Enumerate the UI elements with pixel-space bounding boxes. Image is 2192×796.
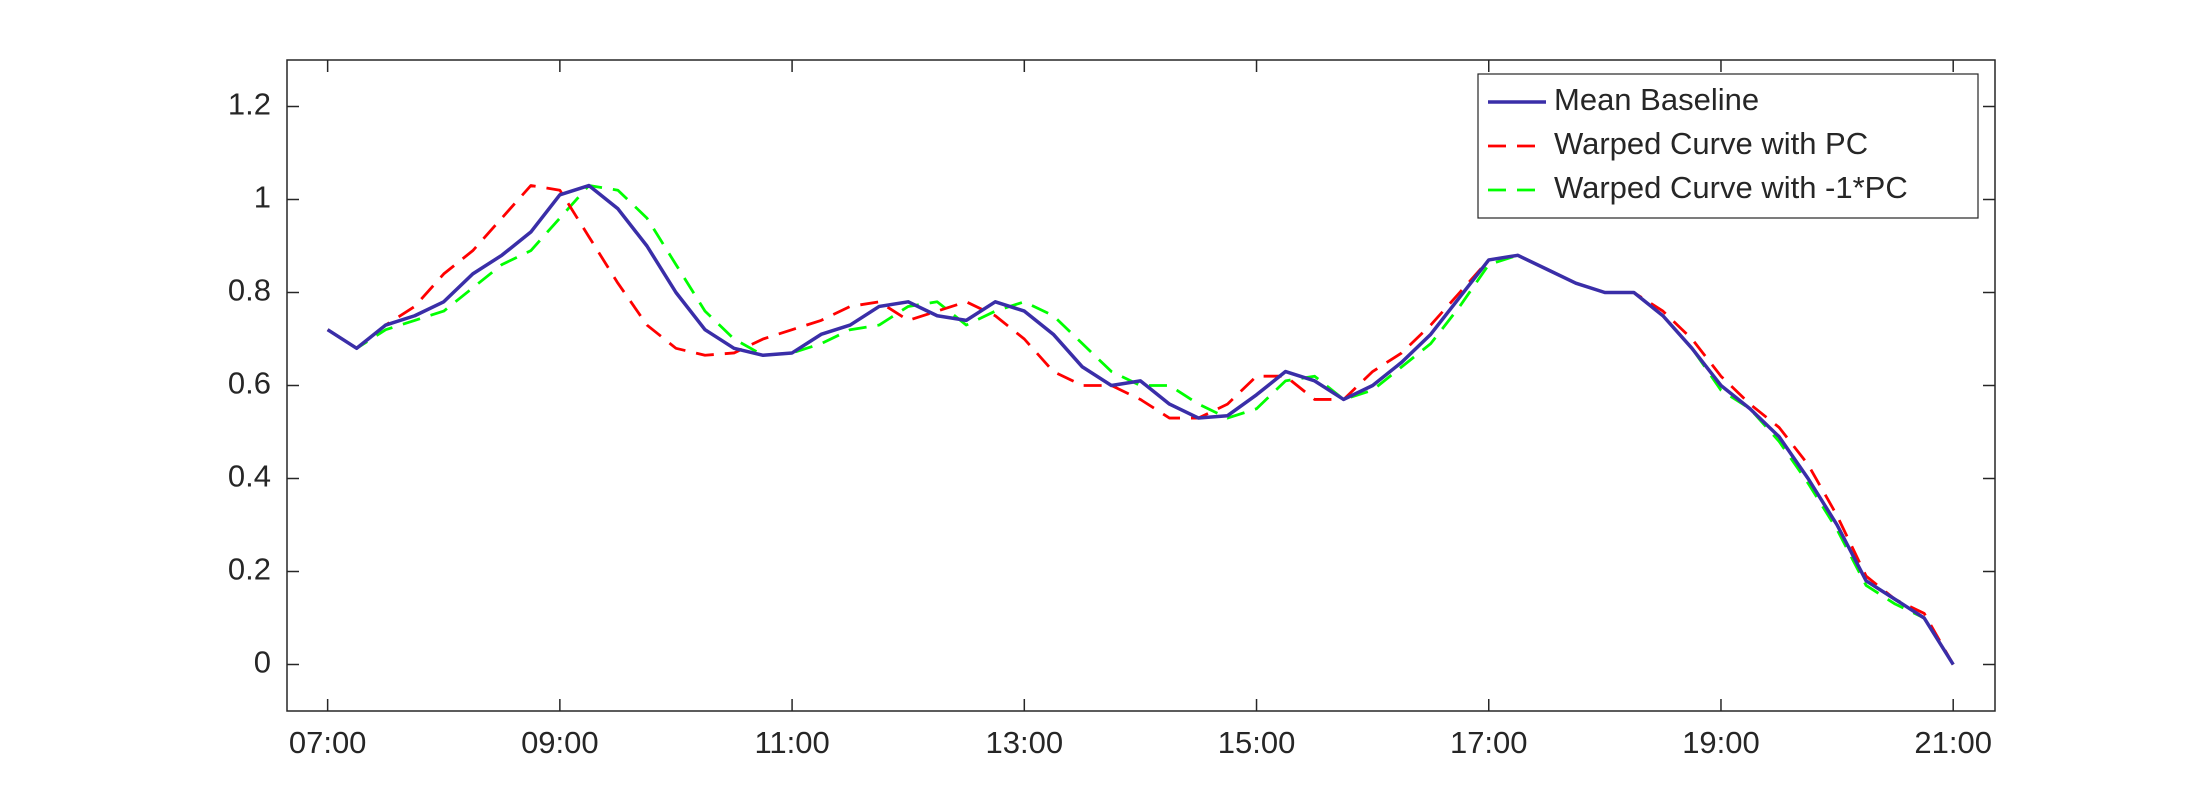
series-line xyxy=(326,183,1955,666)
x-tick-label: 11:00 xyxy=(754,725,829,760)
plot-frame xyxy=(286,59,1996,712)
legend-label: Warped Curve with PC xyxy=(1554,126,1868,161)
y-tick-label: 0.4 xyxy=(228,459,271,494)
y-tick-label: 0.6 xyxy=(228,366,271,401)
legend-label: Warped Curve with -1*PC xyxy=(1554,170,1908,205)
x-tick-label: 19:00 xyxy=(1682,725,1760,760)
y-tick-label: 0 xyxy=(254,645,271,680)
y-tick-label: 1.2 xyxy=(228,87,271,122)
series-line xyxy=(326,184,1955,666)
y-tick-label: 0.8 xyxy=(228,273,271,308)
x-tick-label: 07:00 xyxy=(289,725,367,760)
y-tick-label: 0.2 xyxy=(228,552,271,587)
legend-label: Mean Baseline xyxy=(1554,82,1759,117)
x-tick-label: 13:00 xyxy=(986,725,1064,760)
x-tick-label: 09:00 xyxy=(521,725,599,760)
y-tick-label: 1 xyxy=(254,180,271,215)
x-tick-label: 21:00 xyxy=(1914,725,1992,760)
x-tick-label: 17:00 xyxy=(1450,725,1528,760)
x-tick-label: 15:00 xyxy=(1218,725,1296,760)
legend-box xyxy=(1477,73,1979,219)
